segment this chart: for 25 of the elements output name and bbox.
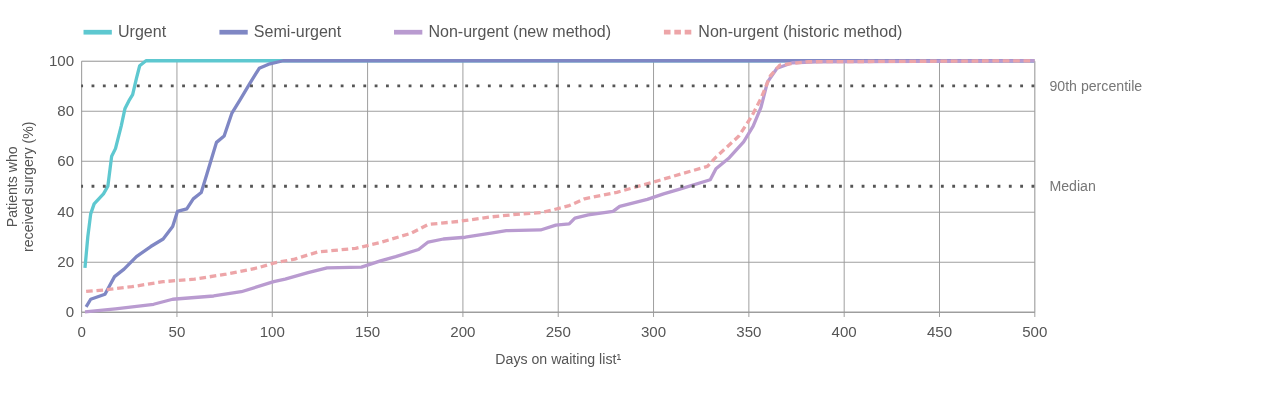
legend-label: Urgent [117, 21, 167, 40]
x-tick-label: 150 [355, 322, 381, 340]
x-axis-title: Days on waiting list¹ [495, 351, 622, 368]
legend-label: Semi-urgent [253, 21, 342, 40]
x-tick-label: 400 [831, 322, 857, 340]
x-tick-label: 50 [168, 322, 186, 340]
y-tick-label: 20 [57, 252, 75, 270]
x-tick-label: 200 [450, 322, 476, 340]
y-tick-label: 80 [57, 102, 75, 120]
y-axis-title: Patients who received surgery (%) [3, 121, 36, 252]
x-tick-label: 450 [926, 322, 953, 340]
ref-line-label: 90th percentile [1049, 77, 1143, 94]
legend-label: Non-urgent (historic method) [698, 21, 903, 40]
x-tick-label: 300 [640, 322, 667, 340]
x-tick-label: 100 [259, 322, 285, 340]
x-tick-label: 500 [1022, 322, 1048, 340]
x-tick-label: 350 [736, 322, 762, 340]
y-tick-label: 0 [65, 302, 75, 320]
x-tick-label: 250 [545, 322, 571, 340]
y-tick-label: 60 [57, 152, 75, 170]
x-tick-label: 0 [77, 322, 86, 340]
y-tick-label: 100 [48, 51, 75, 69]
ref-line-label: Median [1049, 178, 1096, 194]
y-tick-label: 40 [57, 202, 75, 220]
legend-label: Non-urgent (new method) [428, 21, 612, 40]
